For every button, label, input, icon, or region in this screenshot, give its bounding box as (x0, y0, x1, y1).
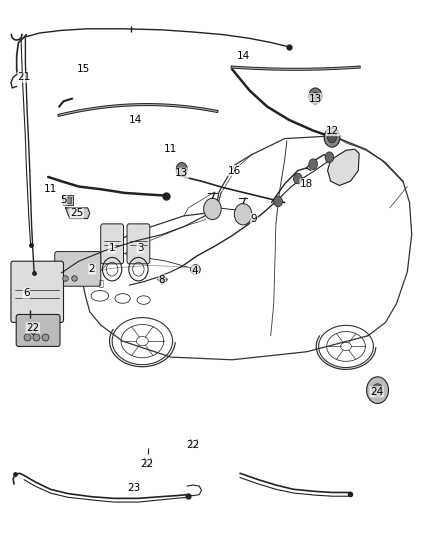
Circle shape (325, 152, 334, 163)
FancyBboxPatch shape (101, 224, 124, 264)
Text: 15: 15 (77, 64, 90, 74)
Text: 8: 8 (159, 275, 166, 285)
Text: 6: 6 (23, 288, 30, 298)
Text: 21: 21 (18, 72, 31, 82)
Circle shape (328, 132, 336, 143)
Text: 11: 11 (164, 144, 177, 154)
Text: 13: 13 (175, 168, 188, 178)
Text: 2: 2 (88, 264, 95, 274)
Text: 3: 3 (137, 243, 144, 253)
Circle shape (312, 92, 318, 100)
Circle shape (367, 377, 389, 403)
Text: 4: 4 (191, 266, 198, 276)
Text: 16: 16 (228, 166, 241, 175)
Circle shape (176, 163, 187, 176)
FancyBboxPatch shape (127, 224, 150, 264)
Text: 22: 22 (186, 440, 199, 450)
Circle shape (234, 204, 252, 225)
Text: 12: 12 (326, 126, 339, 135)
Text: ⓓ: ⓓ (98, 279, 103, 288)
Text: 22: 22 (26, 323, 39, 333)
Text: 22: 22 (140, 459, 153, 469)
Text: 25: 25 (70, 208, 83, 218)
Text: 23: 23 (127, 483, 140, 492)
Circle shape (274, 196, 283, 207)
Circle shape (372, 384, 383, 397)
Polygon shape (66, 208, 90, 219)
Text: 13: 13 (309, 94, 322, 103)
Circle shape (324, 128, 340, 147)
FancyBboxPatch shape (55, 252, 101, 286)
Circle shape (309, 88, 322, 104)
Text: 18: 18 (300, 179, 313, 189)
Text: 14: 14 (237, 51, 250, 61)
FancyBboxPatch shape (16, 314, 60, 346)
Text: 14: 14 (129, 115, 142, 125)
Text: 24: 24 (370, 387, 383, 397)
Circle shape (309, 159, 318, 169)
Polygon shape (328, 149, 359, 185)
Circle shape (293, 173, 302, 184)
Text: 5: 5 (60, 195, 67, 205)
Circle shape (204, 198, 221, 220)
Text: 1: 1 (108, 243, 115, 253)
Text: 9: 9 (251, 214, 258, 223)
Text: 11: 11 (44, 184, 57, 194)
FancyBboxPatch shape (11, 261, 64, 322)
